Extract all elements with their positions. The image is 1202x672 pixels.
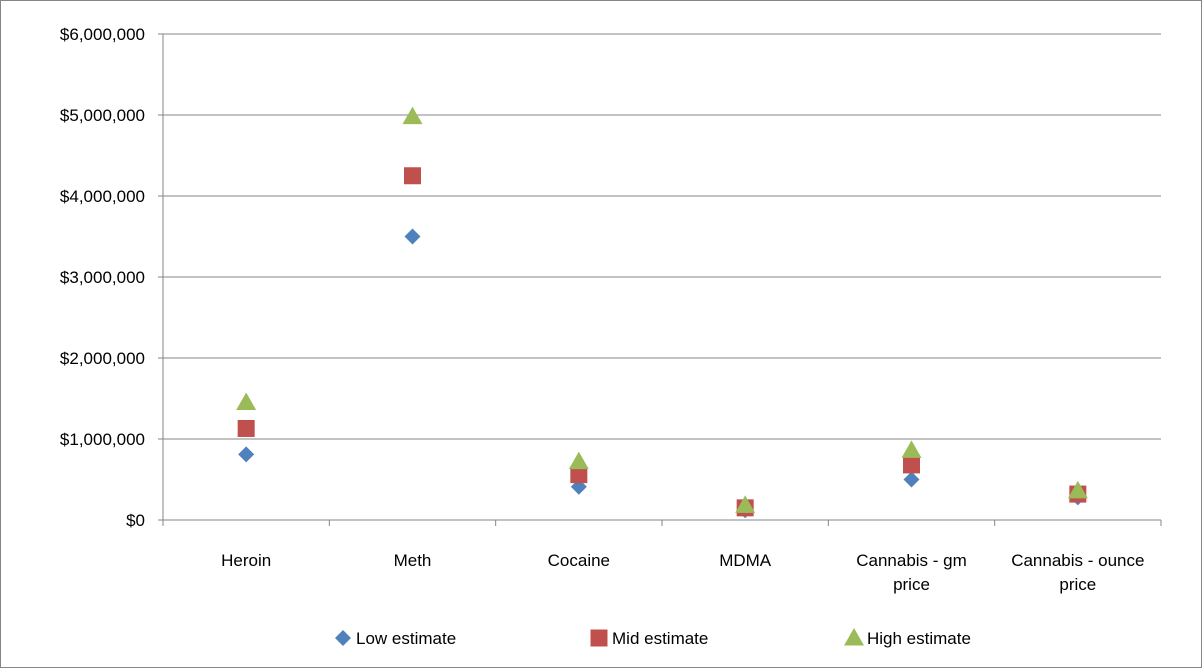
- gridlines: [163, 33, 1161, 440]
- legend-item: Mid estimate: [590, 629, 708, 648]
- x-tick-label: MDMA: [719, 551, 772, 570]
- legend-label: Low estimate: [356, 629, 456, 648]
- data-point-diamond: [903, 471, 920, 488]
- data-point-square: [570, 466, 588, 484]
- data-point-diamond: [404, 228, 421, 245]
- data-point-triangle: [1067, 480, 1088, 499]
- x-axis-tick-labels: Heroin Meth Cocaine MDMA Cannabis - gm price C…: [221, 551, 1144, 594]
- axes: [158, 33, 1162, 526]
- legend-item: Low estimate: [335, 629, 456, 648]
- legend-marker-square: [590, 629, 608, 647]
- data-point-diamond: [238, 446, 255, 463]
- y-tick-label: $1,000,000: [60, 430, 145, 449]
- y-tick-label: $5,000,000: [60, 106, 145, 125]
- y-tick-label: $0: [126, 511, 145, 530]
- data-point-triangle: [568, 451, 589, 470]
- data-point-square: [404, 167, 421, 185]
- data-point-triangle: [402, 106, 423, 125]
- x-tick-label: Cannabis - ounce price: [1011, 551, 1144, 594]
- data-point-triangle: [901, 440, 922, 458]
- x-tick-label: Heroin: [221, 551, 271, 570]
- legend-marker-diamond: [335, 630, 351, 646]
- legend-item: High estimate: [844, 628, 971, 648]
- legend-label: Mid estimate: [612, 629, 708, 648]
- x-tick-label: Cocaine: [548, 551, 610, 570]
- x-tick-label: Cannabis - gm price: [856, 551, 967, 594]
- y-tick-label: $4,000,000: [60, 187, 145, 206]
- data-point-square: [903, 456, 920, 474]
- y-tick-label: $3,000,000: [60, 268, 145, 287]
- legend-label: High estimate: [867, 629, 971, 648]
- data-point-square: [237, 419, 255, 437]
- data-point-triangle: [735, 495, 756, 513]
- data-points: [236, 106, 1088, 519]
- y-axis-tick-labels: $0 $1,000,000 $2,000,000 $3,000,000 $4,000,0…: [60, 25, 145, 530]
- data-point-triangle: [236, 392, 257, 411]
- y-tick-label: $2,000,000: [60, 349, 145, 368]
- series-high-estimate: [236, 106, 1088, 513]
- legend-marker-triangle: [844, 628, 864, 646]
- x-tick-label: Meth: [394, 551, 432, 570]
- y-tick-label: $6,000,000: [60, 25, 145, 44]
- legend: Low estimate Mid estimate High estimate: [335, 628, 971, 648]
- series-low-estimate: [238, 228, 1086, 519]
- series-mid-estimate: [237, 167, 1087, 517]
